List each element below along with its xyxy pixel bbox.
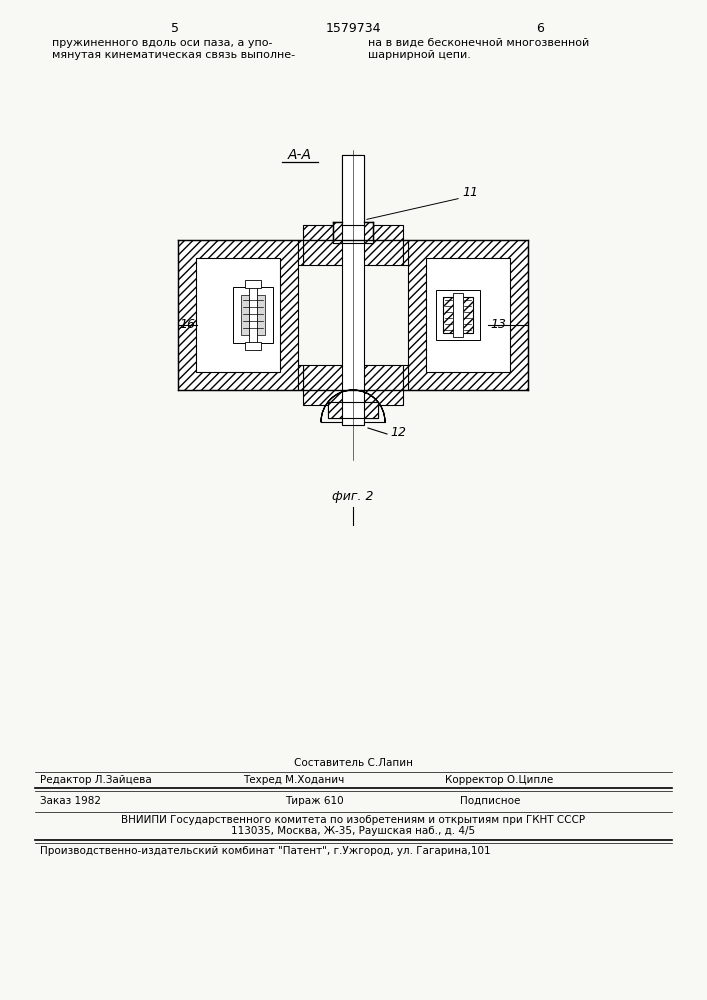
Bar bbox=[333, 222, 373, 243]
Text: Производственно-издательский комбинат "Патент", г.Ужгород, ул. Гагарина,101: Производственно-издательский комбинат "П… bbox=[40, 846, 491, 856]
Bar bbox=[364, 402, 378, 418]
Text: Техред М.Хoданич: Техред М.Хoданич bbox=[243, 775, 344, 785]
Bar bbox=[328, 402, 342, 418]
Text: на в виде бесконечной многозвенной
шарнирной цепи.: на в виде бесконечной многозвенной шарни… bbox=[368, 38, 589, 60]
Text: Составитель С.Лапин: Составитель С.Лапин bbox=[293, 758, 412, 768]
Text: А-А: А-А bbox=[288, 148, 312, 162]
Text: 5: 5 bbox=[171, 22, 179, 35]
Text: Тираж 610: Тираж 610 bbox=[285, 796, 344, 806]
Bar bbox=[436, 290, 480, 340]
Bar bbox=[245, 342, 261, 350]
Bar bbox=[443, 297, 473, 333]
Text: 113035, Москва, Ж-35, Раушская наб., д. 4/5: 113035, Москва, Ж-35, Раушская наб., д. … bbox=[231, 826, 475, 836]
Text: 16: 16 bbox=[179, 318, 195, 332]
Bar bbox=[364, 222, 373, 243]
Text: ВНИИПИ Государственного комитета по изобретениям и открытиям при ГКНТ СССР: ВНИИПИ Государственного комитета по изоб… bbox=[121, 815, 585, 825]
Bar bbox=[426, 258, 510, 372]
Text: Заказ 1982: Заказ 1982 bbox=[40, 796, 101, 806]
Text: 1579734: 1579734 bbox=[325, 22, 381, 35]
Polygon shape bbox=[298, 240, 303, 265]
Bar bbox=[342, 155, 364, 225]
Bar bbox=[303, 365, 403, 405]
Text: 13: 13 bbox=[490, 318, 506, 332]
Text: фиг. 2: фиг. 2 bbox=[332, 490, 374, 503]
Polygon shape bbox=[403, 365, 408, 390]
Polygon shape bbox=[403, 240, 408, 265]
Bar bbox=[241, 295, 265, 335]
Wedge shape bbox=[321, 390, 385, 422]
Text: Подписное: Подписное bbox=[460, 796, 520, 806]
Bar bbox=[408, 240, 528, 390]
Bar bbox=[196, 258, 280, 372]
Bar bbox=[233, 287, 273, 343]
Bar bbox=[245, 280, 261, 288]
Bar bbox=[333, 222, 342, 243]
Text: 6: 6 bbox=[536, 22, 544, 35]
Text: 11: 11 bbox=[462, 186, 478, 200]
Bar bbox=[328, 402, 378, 418]
Bar bbox=[303, 225, 403, 265]
Polygon shape bbox=[298, 365, 303, 390]
Text: Корректор О.Ципле: Корректор О.Ципле bbox=[445, 775, 554, 785]
Bar bbox=[342, 155, 364, 425]
Bar bbox=[178, 240, 298, 390]
Text: Редактор Л.Зайцева: Редактор Л.Зайцева bbox=[40, 775, 152, 785]
Bar bbox=[249, 285, 257, 345]
Text: 12: 12 bbox=[390, 426, 406, 440]
Text: пружиненного вдоль оси паза, а упо-
мянутая кинематическая связь выполне-: пружиненного вдоль оси паза, а упо- мяну… bbox=[52, 38, 295, 60]
Bar bbox=[453, 293, 463, 337]
